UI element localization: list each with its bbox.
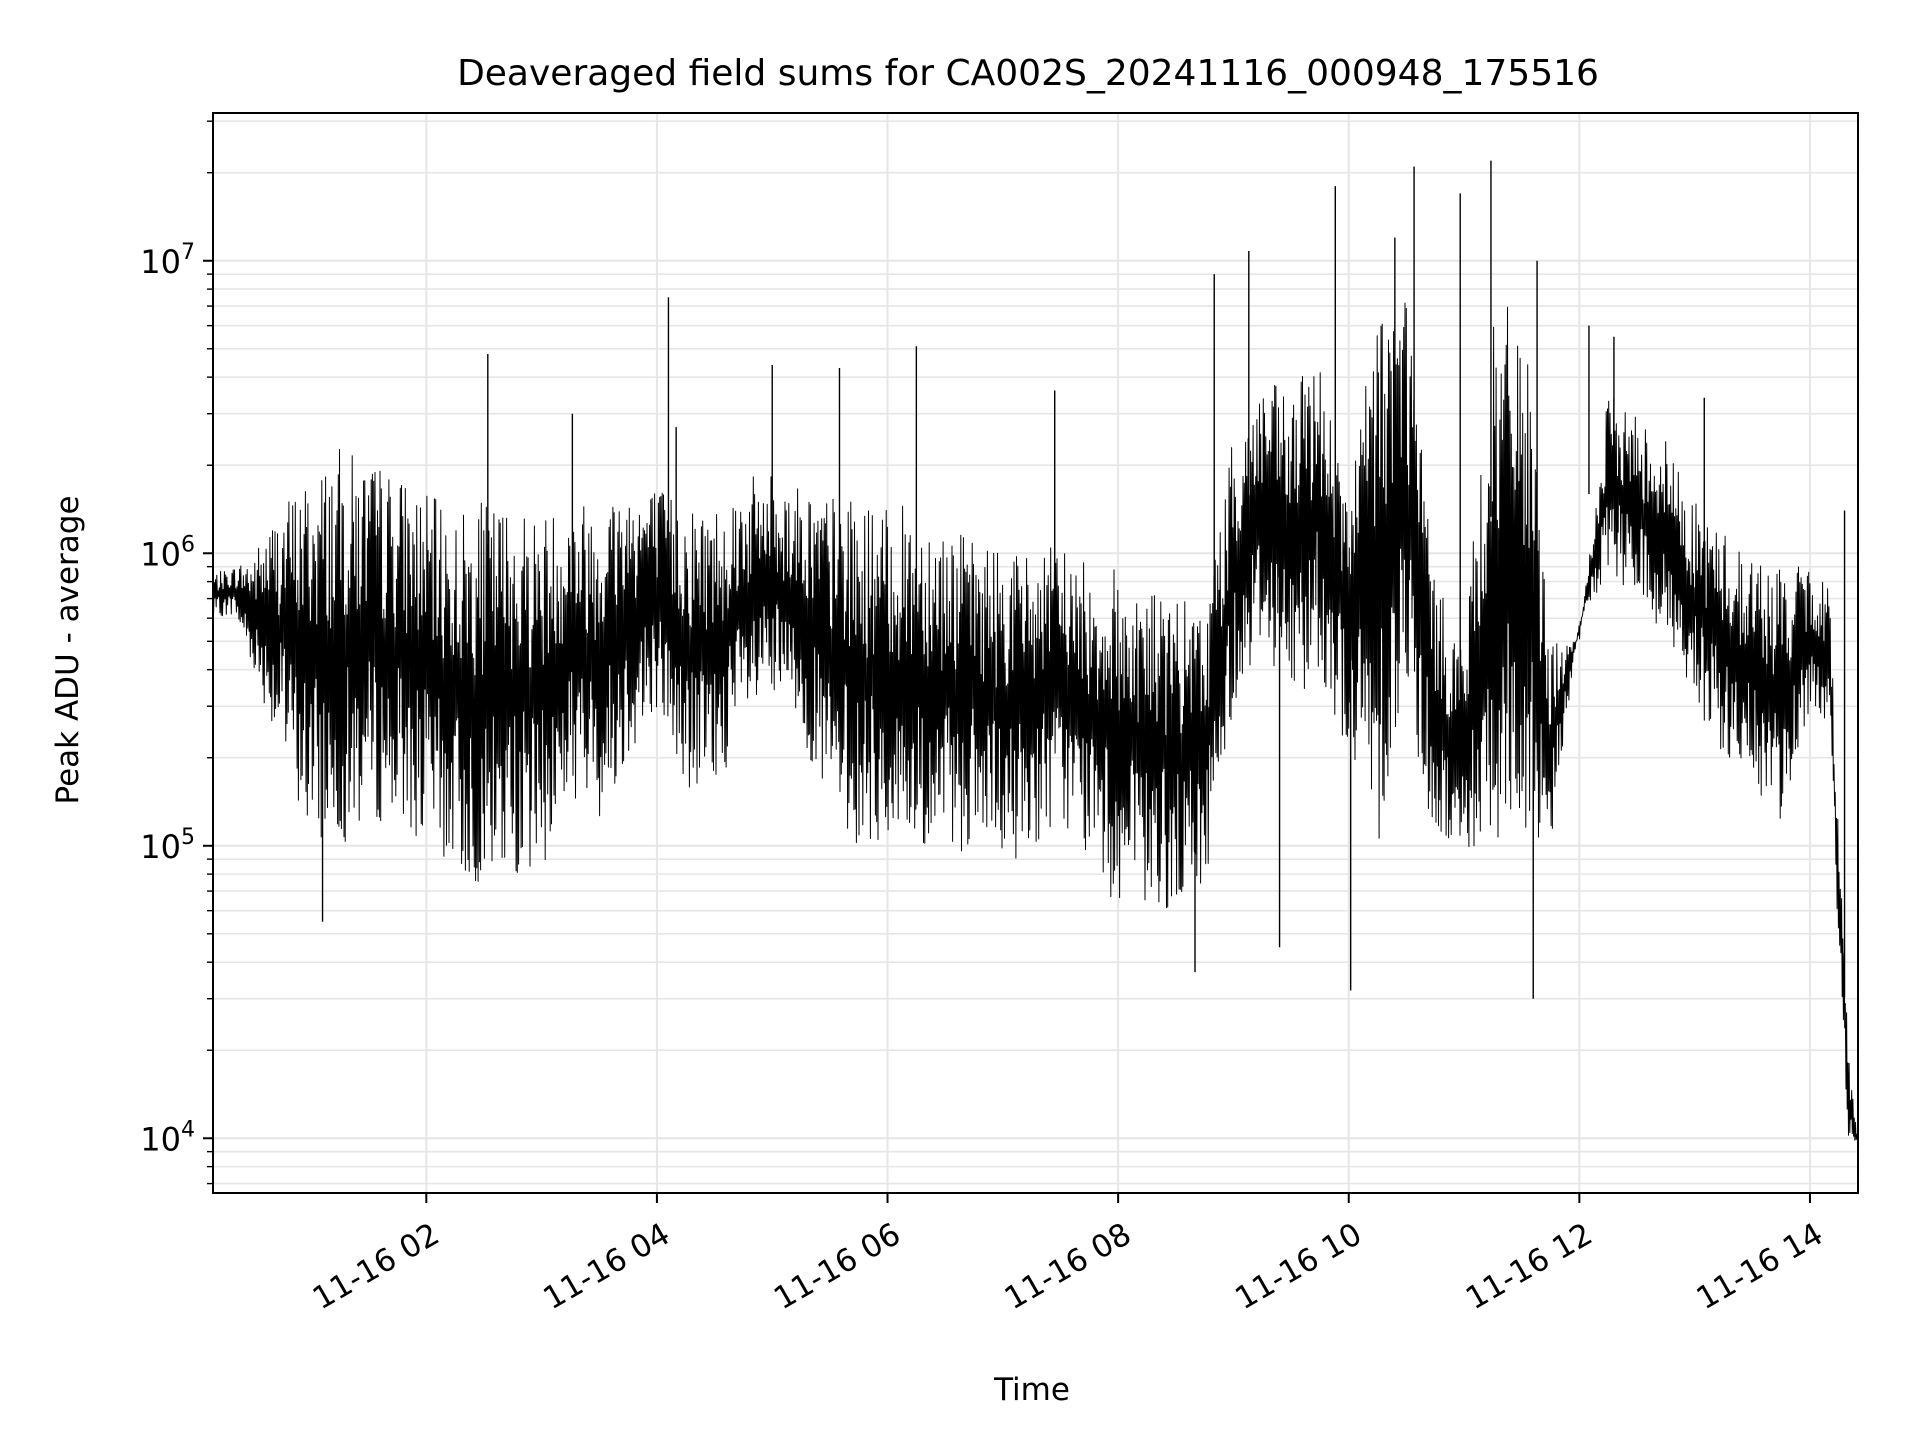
grid: [213, 113, 1858, 1193]
series-layer: [212, 160, 1859, 1141]
y-axis-label: Peak ADU - average: [50, 495, 86, 804]
plot-frame: [212, 112, 1859, 1194]
y-tick-label: 105: [140, 825, 195, 866]
y-tick-label: 106: [140, 532, 195, 573]
y-tick-label: 104: [140, 1117, 195, 1158]
y-tick-label: 107: [140, 240, 195, 281]
chart-title: Deaveraged field sums for CA002S_2024111…: [457, 53, 1599, 94]
x-axis-label: Time: [993, 1372, 1070, 1408]
series-line: [212, 302, 1859, 1141]
